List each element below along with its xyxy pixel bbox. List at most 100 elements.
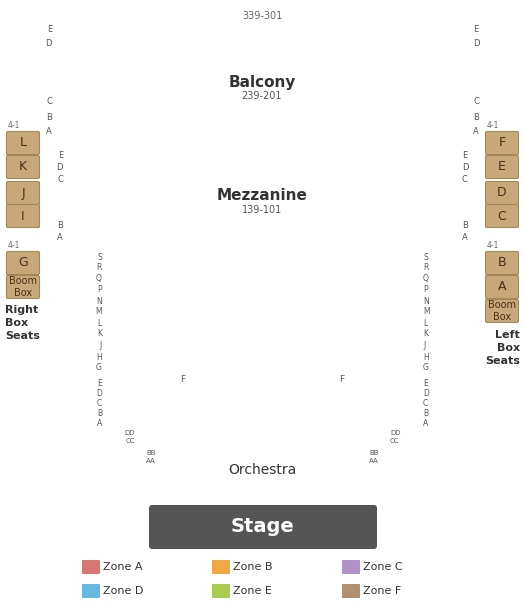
Text: C: C [97,398,102,407]
FancyBboxPatch shape [6,132,39,154]
Text: N: N [423,296,429,306]
Text: N: N [96,296,102,306]
Text: L: L [19,137,26,149]
Text: 4-1: 4-1 [487,121,499,130]
Text: R: R [423,264,428,273]
Text: B: B [97,409,102,417]
FancyBboxPatch shape [486,204,519,228]
Text: B: B [462,220,468,229]
Text: M: M [96,307,102,317]
Text: C: C [498,209,507,223]
Text: E: E [58,151,63,159]
Text: 4-1: 4-1 [487,171,499,180]
Text: 4-1: 4-1 [8,241,20,250]
Text: D: D [462,162,468,171]
Text: 339-301: 339-301 [242,11,282,21]
Text: D: D [96,389,102,398]
Text: D: D [46,38,52,48]
FancyBboxPatch shape [486,276,519,298]
Text: K: K [97,329,102,339]
Text: A: A [498,281,506,293]
Text: 4-1: 4-1 [8,171,20,180]
Text: Zone B: Zone B [233,562,272,572]
Text: M: M [423,307,429,317]
Text: F: F [340,376,344,384]
FancyBboxPatch shape [486,182,519,204]
Text: G: G [423,364,429,373]
Text: Left: Left [495,330,520,340]
FancyBboxPatch shape [212,560,230,574]
Text: CC: CC [390,438,400,444]
Text: F: F [498,137,506,149]
Text: A: A [473,126,479,135]
Text: BB: BB [146,450,156,456]
Text: Orchestra: Orchestra [228,463,296,477]
Text: K: K [423,329,428,339]
FancyBboxPatch shape [6,182,39,204]
FancyBboxPatch shape [486,251,519,274]
Text: B: B [46,112,52,121]
Text: F: F [181,376,185,384]
FancyBboxPatch shape [82,560,100,574]
Text: P: P [97,285,102,295]
Text: Zone C: Zone C [363,562,403,572]
Text: B: B [423,409,428,417]
Text: Stage: Stage [231,517,295,537]
Text: S: S [423,253,428,262]
Text: E: E [423,378,428,387]
Text: 4-1: 4-1 [8,121,20,130]
Text: C: C [57,174,63,184]
FancyBboxPatch shape [486,132,519,154]
Text: C: C [462,174,468,184]
Text: E: E [462,151,467,159]
Text: A: A [423,418,428,428]
Text: 239-201: 239-201 [242,91,282,101]
Text: C: C [423,398,428,407]
Text: A: A [46,126,52,135]
Text: 139-101: 139-101 [242,205,282,215]
Text: E: E [97,378,102,387]
Text: E: E [47,26,52,35]
Text: R: R [97,264,102,273]
Text: A: A [97,418,102,428]
FancyBboxPatch shape [486,156,519,179]
Text: Box: Box [497,343,520,353]
Text: E: E [498,160,506,173]
Text: Zone A: Zone A [103,562,142,572]
Text: 4-1: 4-1 [487,241,499,250]
Text: D: D [57,162,63,171]
Text: Balcony: Balcony [228,74,296,90]
FancyBboxPatch shape [6,204,39,228]
Text: P: P [423,285,428,295]
Text: L: L [423,318,427,328]
Text: A: A [462,234,468,243]
Text: DD: DD [390,430,401,436]
Text: Zone E: Zone E [233,586,272,596]
Text: I: I [21,209,25,223]
Text: Right: Right [5,305,38,315]
FancyBboxPatch shape [149,505,377,549]
Text: D: D [423,389,429,398]
FancyBboxPatch shape [6,156,39,179]
Text: B: B [473,112,479,121]
Text: D: D [473,38,479,48]
Text: J: J [423,340,425,350]
FancyBboxPatch shape [82,584,100,598]
FancyBboxPatch shape [6,276,39,298]
Text: Mezzanine: Mezzanine [216,188,308,204]
FancyBboxPatch shape [486,300,519,323]
Text: L: L [98,318,102,328]
Text: Q: Q [423,274,429,284]
FancyBboxPatch shape [212,584,230,598]
FancyBboxPatch shape [6,251,39,274]
Text: K: K [19,160,27,173]
Text: G: G [18,256,28,270]
Text: C: C [46,98,52,107]
Text: B: B [498,256,506,270]
Text: S: S [97,253,102,262]
FancyBboxPatch shape [342,584,360,598]
Text: Seats: Seats [5,331,40,341]
Text: A: A [57,234,63,243]
Text: Seats: Seats [485,356,520,366]
Text: G: G [96,364,102,373]
